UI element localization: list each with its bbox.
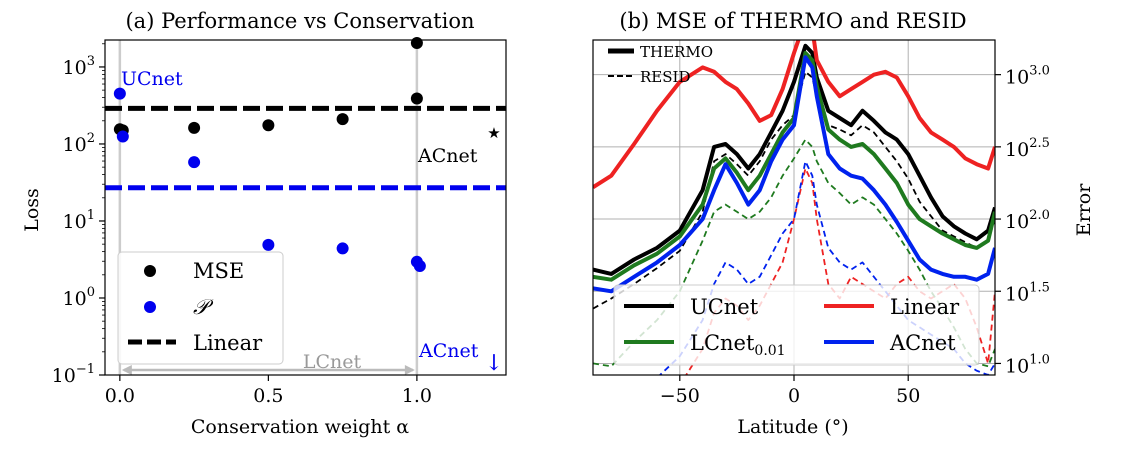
point-p-0 <box>113 87 126 100</box>
annotation-acnet-black: ACnet <box>417 145 478 167</box>
legend-acnet-label: ACnet <box>889 331 956 355</box>
y-tick-label-2: 101 <box>63 208 95 233</box>
legend-linear-label: Linear <box>193 331 263 355</box>
x-tick-label-0: 0.0 <box>105 385 135 407</box>
b-y-tick-label-0: 101.0 <box>1005 352 1050 377</box>
panel-b-title: (b) MSE of THERMO and RESID <box>619 9 966 33</box>
panel-b-ylabel: Error <box>1073 183 1095 236</box>
b-x-tick-label-0: −50 <box>660 385 700 407</box>
lcnet-arrow-head-left <box>121 365 132 375</box>
annotation-star: ★ <box>487 124 500 142</box>
panel-a-legend: MSE 𝒫 Linear <box>117 251 284 365</box>
panel-b-style-legend: THERMO RESID <box>608 43 713 86</box>
point-mse-5 <box>410 92 423 105</box>
panel-a-ylabel: Loss <box>21 188 43 232</box>
point-p-6 <box>413 260 426 273</box>
panel-a-title: (a) Performance vs Conservation <box>125 9 474 33</box>
point-p-3 <box>262 238 275 251</box>
y-tick-label-1: 100 <box>63 285 95 310</box>
line-linear-thermo <box>593 40 995 189</box>
point-mse-2 <box>188 121 201 134</box>
panel-b-mse-thermo-resid: (b) MSE of THERMO and RESID −50 0 50 101.0… <box>592 9 1095 438</box>
panel-a-xlabel: Conservation weight α <box>191 416 409 438</box>
annotation-ucnet: UCnet <box>121 68 183 90</box>
panel-a-performance-vs-conservation: (a) Performance vs Conservation 0.0 0.5 1.… <box>21 9 507 438</box>
b-x-tick-label-1: 0 <box>788 385 800 407</box>
panel-a-reference-lines <box>105 105 506 191</box>
panel-b-model-legend: UCnet Linear LCnet0.01 ACnet <box>613 284 980 366</box>
legend-lcnet-label: LCnet0.01 <box>690 331 786 359</box>
line-acnet-thermo <box>593 55 995 294</box>
panel-a-frame <box>104 39 507 376</box>
legend-p-marker <box>144 301 156 313</box>
legend-mse-marker <box>144 265 156 277</box>
point-p-1 <box>116 130 129 143</box>
point-mse-3 <box>262 119 275 132</box>
legend-ucnet-label: UCnet <box>690 295 759 319</box>
legend-lcnet-subscript: 0.01 <box>754 343 785 359</box>
style-legend-resid-label: RESID <box>640 68 690 86</box>
panel-b-x-ticks: −50 0 50 <box>660 375 920 407</box>
panel-b-xlabel: Latitude (°) <box>737 416 848 438</box>
x-tick-label-1: 0.5 <box>253 385 283 407</box>
legend-linear-label-b: Linear <box>890 295 960 319</box>
panel-a-points <box>113 36 426 273</box>
b-y-tick-label-2: 102.0 <box>1005 208 1050 233</box>
b-x-tick-label-2: 50 <box>896 385 920 407</box>
panel-b-y-ticks: 101.0 101.5 102.0 102.5 103.0 <box>995 64 1050 377</box>
legend-mse-label: MSE <box>193 259 244 283</box>
annotation-acnet-blue: ACnet <box>418 340 479 362</box>
lcnet-arrow-head-right <box>404 365 415 375</box>
point-p-4 <box>336 242 349 255</box>
annotation-down-arrow: ↓ <box>485 351 503 376</box>
point-p-2 <box>188 156 201 169</box>
point-mse-4 <box>336 113 349 126</box>
b-y-tick-label-1: 101.5 <box>1005 280 1050 305</box>
annotation-lcnet: LCnet <box>303 351 362 373</box>
style-legend-thermo-label: THERMO <box>640 43 713 61</box>
x-tick-label-2: 1.0 <box>402 385 432 407</box>
panel-a-x-ticks: 0.0 0.5 1.0 <box>105 375 432 407</box>
y-tick-label-0: 10−1 <box>52 362 95 387</box>
y-tick-label-4: 103 <box>63 54 95 79</box>
y-tick-label-3: 102 <box>63 131 95 156</box>
point-mse-6 <box>410 36 423 49</box>
b-y-tick-label-4: 103.0 <box>1005 64 1050 89</box>
b-y-tick-label-3: 102.5 <box>1005 136 1050 161</box>
panel-a-y-ticks: 10−1 100 101 102 103 <box>52 43 105 387</box>
